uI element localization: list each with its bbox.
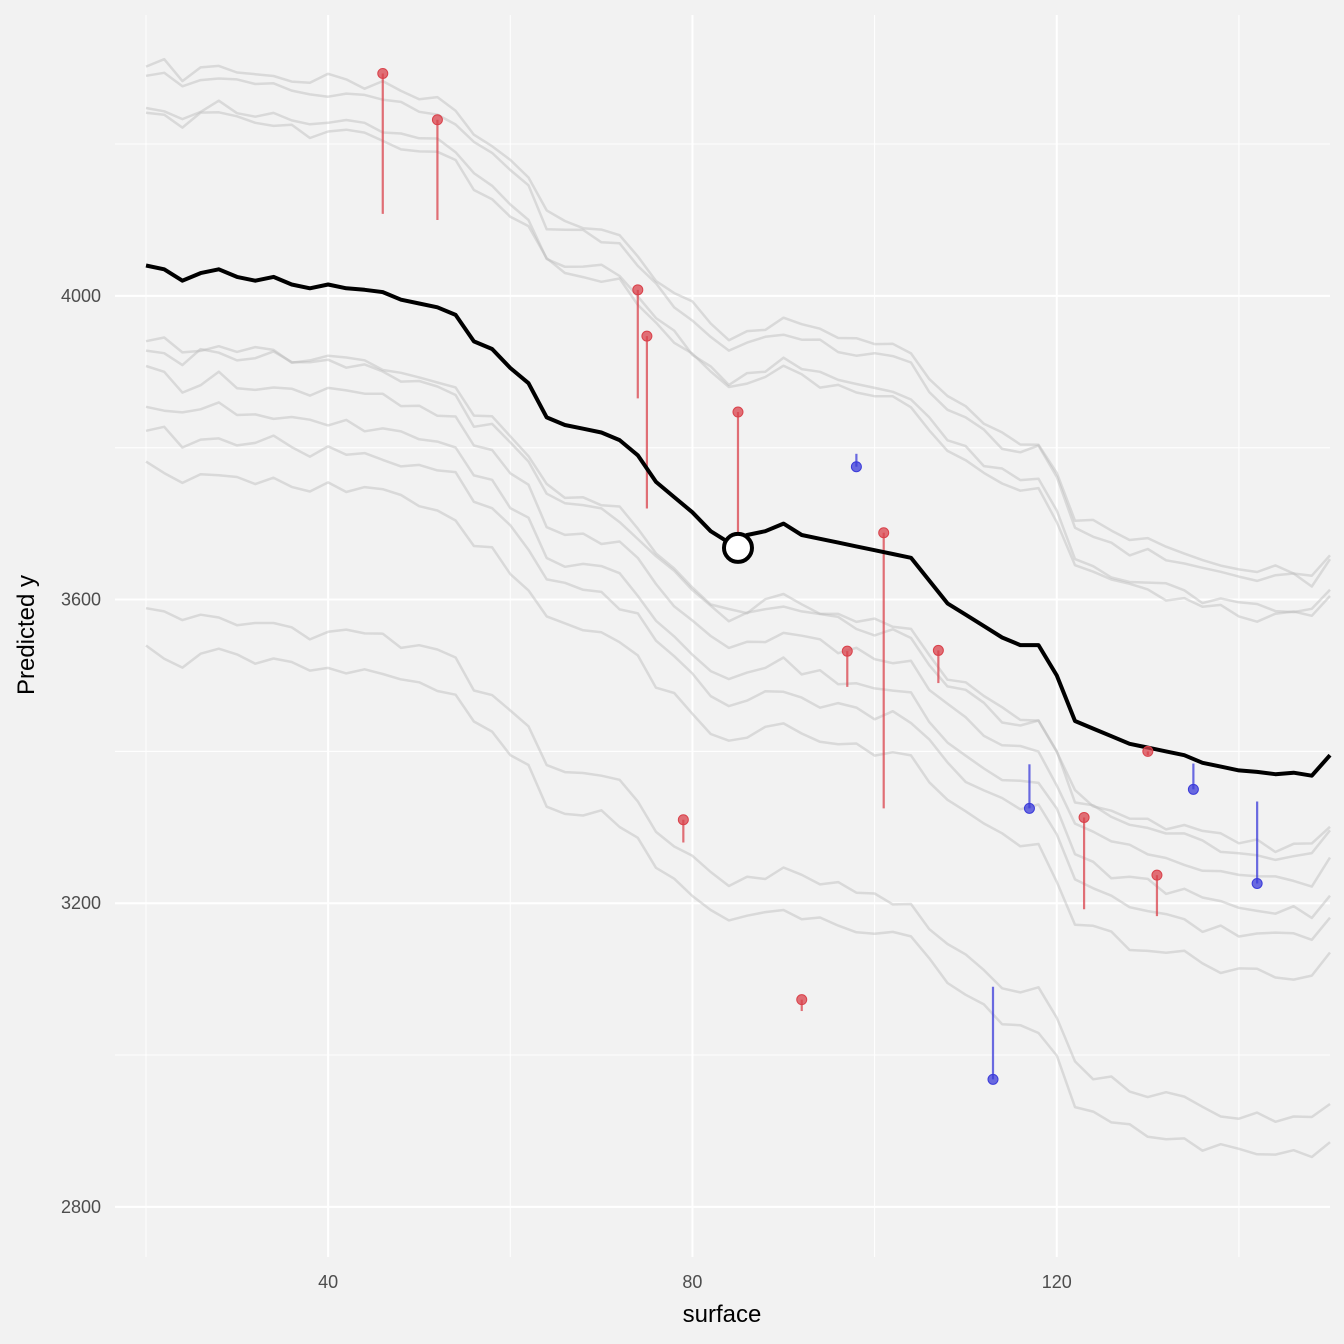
observation-point (431, 114, 443, 126)
highlight-layer (721, 531, 754, 564)
x-tick-label: 80 (682, 1272, 702, 1292)
observation-points (377, 67, 1263, 1085)
y-tick-label: 4000 (61, 286, 101, 306)
observation-point (796, 994, 808, 1006)
highlight-point (721, 531, 754, 564)
ice-line (145, 401, 1331, 920)
x-tick-label: 40 (318, 1272, 338, 1292)
ice-line (145, 111, 1331, 623)
observation-point (632, 284, 644, 296)
ice-line (145, 347, 1331, 862)
ice-lines (145, 57, 1332, 1159)
observation-point (1251, 877, 1263, 889)
grid-major (115, 15, 1330, 1257)
grid-minor (115, 15, 1330, 1257)
ice-line (145, 460, 1331, 981)
y-tick-label: 3600 (61, 590, 101, 610)
ice-line (145, 425, 1331, 942)
ice-line (145, 336, 1331, 854)
y-tick-label: 3200 (61, 893, 101, 913)
ice-line (145, 364, 1332, 888)
observation-point (1142, 745, 1154, 757)
observation-point (377, 67, 389, 79)
y-tick-labels: 2800 3200 3600 4000 (61, 286, 101, 1217)
observation-point (987, 1073, 999, 1085)
observation-point (641, 330, 653, 342)
residual-segments (381, 73, 1259, 1080)
observation-point (850, 461, 862, 473)
observation-point (878, 527, 890, 539)
observation-point (677, 814, 689, 826)
ice-line (145, 57, 1331, 577)
ice-line (145, 644, 1331, 1159)
y-tick-label: 2800 (61, 1197, 101, 1217)
observation-point (932, 644, 944, 656)
x-tick-label: 120 (1042, 1272, 1072, 1292)
ice-line (145, 71, 1332, 588)
observation-point (1078, 811, 1090, 823)
x-axis-title: surface (683, 1301, 762, 1328)
observation-point (732, 406, 744, 418)
y-axis-title: Predicted y (13, 575, 40, 695)
observation-point (1151, 869, 1163, 881)
x-tick-labels: 40 80 120 (318, 1272, 1072, 1292)
observation-point (1023, 802, 1035, 814)
ice-line (145, 606, 1331, 1124)
observation-point (1187, 783, 1199, 795)
observation-point (841, 645, 853, 657)
ice-line (145, 99, 1331, 614)
